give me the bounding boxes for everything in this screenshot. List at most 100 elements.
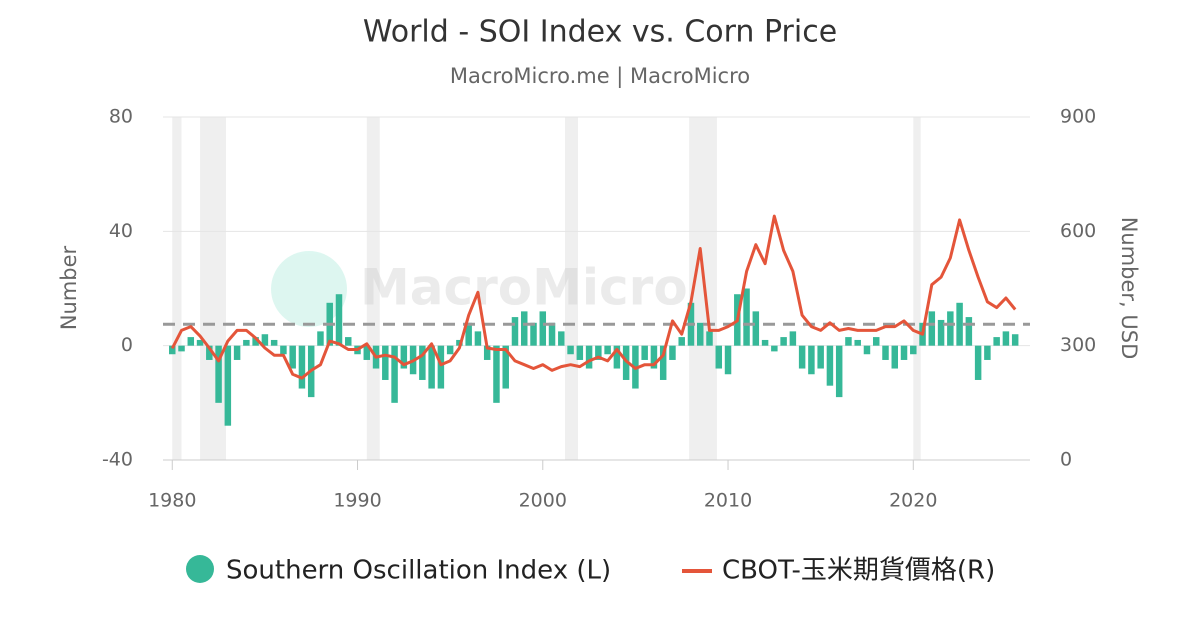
soi-bar [169,345,176,355]
y-tick-label: 80 [109,106,133,128]
soi-bar [187,337,195,346]
soi-bar [826,345,834,386]
soi-bar [261,334,269,346]
soi-bar [613,345,621,369]
soi-bar [910,345,917,355]
soi-bar [493,345,500,403]
soi-bar [641,345,648,360]
soi-bar [558,331,565,346]
soi-bar [974,345,982,380]
soi-bar [233,345,241,360]
soi-bar [400,345,408,369]
y-tick-label: 0 [121,334,133,356]
soi-bar [474,331,482,346]
soi-bar [993,337,1000,346]
soi-bar [697,322,704,346]
soi-bar [715,345,723,369]
soi-bar [298,345,306,389]
soi-bar [585,345,593,369]
y2-tick-label: 300 [1060,334,1096,356]
soi-bar [650,345,658,369]
soi-bar [317,331,324,346]
legend-label[interactable]: CBOT-玉米期貨價格(R) [722,556,995,586]
legend: Southern Oscillation Index (L) CBOT-玉米期貨… [186,555,995,586]
soi-bar [798,345,806,369]
soi-bar [835,345,843,398]
soi-bar [502,345,509,389]
soi-bar [446,345,454,355]
shaded-range [565,117,578,460]
soi-bar [530,322,537,346]
soi-bar [206,345,213,360]
soi-bar [576,345,584,360]
watermark-text: MacroMicro [360,259,688,317]
y-tick-label: 40 [109,220,133,242]
soi-bar [928,311,936,346]
soi-bar [678,337,685,346]
soi-bar [780,337,787,346]
soi-bar [511,317,519,346]
soi-bar [854,339,861,346]
legend-swatch [186,555,214,583]
soi-bar [808,345,815,375]
y-axis-title: Number [57,245,81,330]
soi-bar [391,345,398,403]
soi-bar [872,337,880,346]
x-tick-label: 2000 [519,490,567,512]
soi-bar [659,345,667,380]
soi-bar [882,345,889,360]
soi-bar [178,345,185,352]
soi-bar [539,311,547,346]
chart-title: World - SOI Index vs. Corn Price [363,15,837,50]
soi-bar [724,345,732,375]
soi-bar [428,345,435,389]
x-tick-label: 2020 [889,490,937,512]
soi-bar [1011,334,1019,346]
y2-tick-label: 900 [1060,106,1096,128]
soi-bar [947,311,954,346]
soi-bar [984,345,991,360]
soi-bar [548,322,556,346]
soi-bar [956,302,963,346]
soi-bar [771,345,778,352]
shaded-range [200,117,226,460]
soi-bar [521,311,528,346]
watermark: MacroMicro [271,251,688,327]
x-tick-label: 1980 [148,490,196,512]
soi-bar [604,345,611,355]
y2-tick-label: 600 [1060,220,1096,242]
chart-subtitle: MacroMicro.me | MacroMicro [450,64,750,89]
soi-bar [345,337,352,346]
soi-bar [437,345,445,389]
legend-label[interactable]: Southern Oscillation Index (L) [226,556,611,586]
soi-bar [289,345,296,369]
soi-bar [965,317,973,346]
price-line [170,214,1017,380]
soi-bar [817,345,824,369]
y2-axis-title: Number, USD [1117,217,1141,360]
soi-bar [215,345,222,403]
soi-bar [382,345,389,380]
x-tick-label: 1990 [333,490,381,512]
soi-bar [483,345,491,360]
soi-bar [363,345,371,360]
soi-bar [669,345,676,360]
soi-bar [1002,331,1010,346]
soi-bar [789,331,797,346]
soi-bar [937,319,945,346]
soi-bar [845,337,852,346]
soi-bar [270,339,278,346]
soi-bar [706,331,713,346]
soi-bar [243,339,250,346]
soi-bar [196,339,204,346]
shaded-range [913,117,921,460]
soi-bar [595,345,602,360]
soi-bar [761,339,769,346]
x-tick-label: 2010 [704,490,752,512]
soi-bar [743,288,750,346]
soi-bar [224,345,232,426]
soi-bar [280,345,287,355]
soi-bar [335,294,343,346]
y2-tick-label: 0 [1060,449,1072,471]
